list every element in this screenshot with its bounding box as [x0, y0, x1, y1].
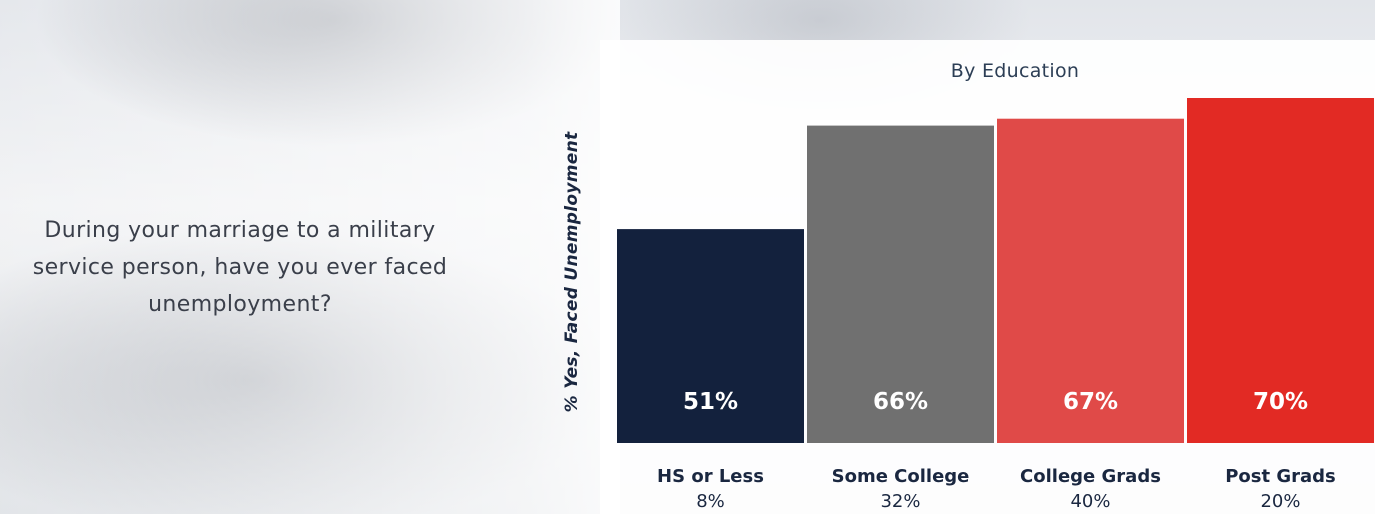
- bar-some-college: [807, 125, 994, 443]
- question-line-2: service person, have you ever faced: [32, 255, 448, 280]
- x-tick-label: Some College: [832, 466, 970, 487]
- x-tick-label: Post Grads: [1225, 466, 1336, 487]
- category-share-label: 32%: [880, 491, 920, 512]
- bar-hs-or-less: [617, 229, 804, 443]
- bar-value-label: 66%: [873, 389, 928, 415]
- question-line-3: unemployment?: [148, 292, 332, 317]
- survey-question: During your marriage to a military servi…: [0, 212, 480, 323]
- bar-value-label: 70%: [1253, 389, 1308, 415]
- category-share-label: 40%: [1070, 491, 1110, 512]
- category-share-label: 20%: [1260, 491, 1300, 512]
- bar-value-label: 67%: [1063, 389, 1118, 415]
- bar-post-grads: [1187, 98, 1374, 443]
- question-line-1: During your marriage to a military: [44, 218, 436, 243]
- category-share-label: 8%: [696, 491, 725, 512]
- bar-value-label: 51%: [683, 389, 738, 415]
- x-tick-label: HS or Less: [657, 466, 764, 487]
- bar-college-grads: [997, 118, 1184, 443]
- x-tick-label: College Grads: [1020, 466, 1161, 487]
- chart-title: By Education: [950, 60, 1080, 82]
